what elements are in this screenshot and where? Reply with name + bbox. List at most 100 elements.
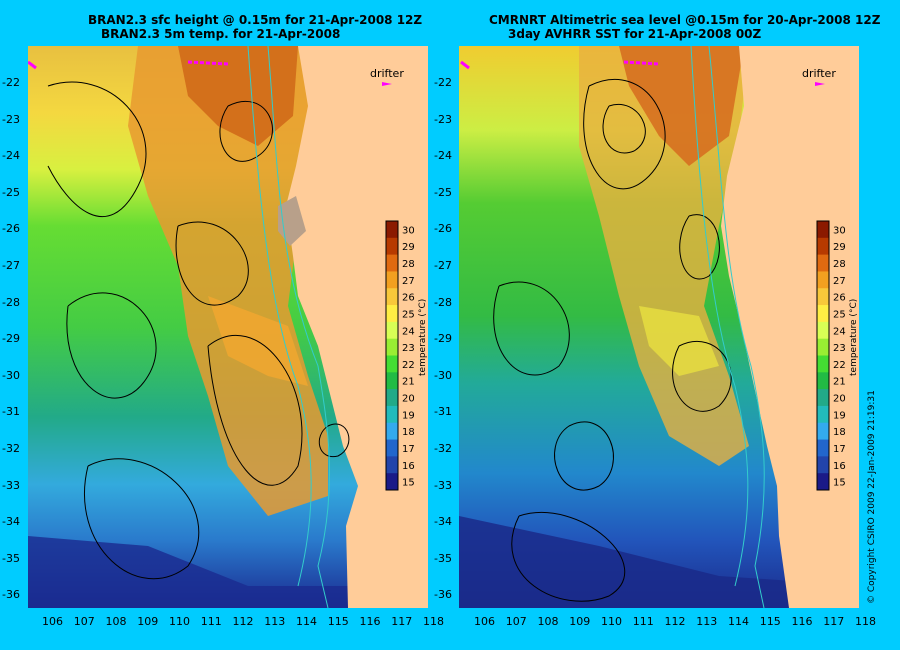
right-title-line1: CMRNRT Altimetric sea level @0.15m for 2… xyxy=(489,13,881,27)
colorbar-tick-label: 15 xyxy=(402,478,415,489)
colorbar-swatch xyxy=(817,389,829,407)
lon-tick-label: 110 xyxy=(169,615,190,628)
colorbar-swatch xyxy=(386,372,398,390)
colorbar-tick-label: 18 xyxy=(402,427,415,438)
colorbar-tick-label: 19 xyxy=(833,410,846,421)
colorbar-ticks: 30 29 28 27 26 25 24 23 22 21 20 19 18 17 16 15 xyxy=(402,225,415,488)
colorbar-swatch xyxy=(817,321,829,340)
lon-tick-label: 108 xyxy=(105,615,127,628)
colorbar-tick-label: 27 xyxy=(402,276,415,287)
colorbar-swatch xyxy=(386,271,398,289)
colorbar-swatch xyxy=(817,221,829,239)
colorbar xyxy=(385,220,399,491)
left-map-panel: drifter 30 29 28 27 26 25 24 23 22 21 20 19 18 17 16 15… xyxy=(28,46,428,608)
lat-tick-label: -28 xyxy=(434,295,452,309)
hot-region xyxy=(619,46,744,166)
colorbar-swatch xyxy=(817,372,829,390)
lat-tick-label: -30 xyxy=(434,368,452,382)
colorbar-swatch xyxy=(386,422,398,441)
colorbar-tick-label: 21 xyxy=(402,377,415,388)
bathymetry-lines xyxy=(690,46,765,608)
colorbar-tick-label: 23 xyxy=(402,343,415,354)
colorbar-tick-label: 30 xyxy=(402,225,415,236)
lon-tick-label: 117 xyxy=(823,615,845,628)
colorbar-tick-label: 22 xyxy=(402,360,415,371)
lon-tick-label: 115 xyxy=(327,615,349,628)
colorbar-swatch xyxy=(386,305,398,323)
drifter-track xyxy=(28,60,229,70)
drifter-track xyxy=(460,60,660,70)
colorbar-tick-label: 22 xyxy=(833,360,846,371)
colorbar-swatch xyxy=(817,355,829,373)
right-map-svg: drifter 30 29 28 27 26 25 24 23 22 21 20 19 18 17 16 15… xyxy=(459,46,859,608)
colorbar-tick-label: 15 xyxy=(833,478,846,489)
colorbar-tick-label: 28 xyxy=(402,259,415,270)
lat-tick-label: -29 xyxy=(434,332,452,346)
lon-tick-label: 118 xyxy=(855,615,876,628)
colorbar-tick-label: 25 xyxy=(402,309,415,320)
lon-tick-label: 109 xyxy=(569,615,591,628)
colorbar-swatch xyxy=(386,237,398,256)
lat-tick-label: -36 xyxy=(2,588,20,602)
lon-tick-label: 108 xyxy=(537,615,559,628)
colorbar-label: temperature (°C) xyxy=(418,299,428,376)
lat-tick-label: -33 xyxy=(2,478,20,492)
lat-tick-label: -35 xyxy=(2,551,20,565)
colorbar-tick-label: 30 xyxy=(833,225,846,236)
lat-tick-label: -26 xyxy=(2,222,20,236)
lon-tick-label: 114 xyxy=(296,615,317,628)
right-title-line2: 3day AVHRR SST for 21-Apr-2008 00Z xyxy=(508,27,762,41)
lon-tick-label: 106 xyxy=(474,615,495,628)
warm-eddy xyxy=(639,306,719,376)
lat-tick-label: -31 xyxy=(2,405,20,419)
ssh-contours xyxy=(493,79,732,602)
lat-tick-label: -26 xyxy=(434,222,452,236)
lon-tick-label: 112 xyxy=(232,615,254,628)
lon-tick-label: 107 xyxy=(73,615,95,628)
lat-tick-label: -25 xyxy=(434,185,452,199)
ssh-contours xyxy=(47,81,350,579)
lat-tick-label: -34 xyxy=(2,515,20,529)
lat-tick-label: -32 xyxy=(434,442,452,455)
lon-tick-label: 112 xyxy=(664,615,686,628)
right-map-panel: drifter 30 29 28 27 26 25 24 23 22 21 20 19 18 17 16 15… xyxy=(459,46,859,608)
colorbar-tick-label: 21 xyxy=(833,377,846,388)
lat-tick-label: -24 xyxy=(2,149,20,163)
lat-tick-label: -24 xyxy=(434,149,452,163)
colorbar-label: temperature (°C) xyxy=(849,299,859,376)
colorbar-swatch xyxy=(386,473,398,491)
left-map-svg: drifter 30 29 28 27 26 25 24 23 22 21 20 19 18 17 16 15… xyxy=(28,46,428,608)
colorbar-tick-label: 23 xyxy=(833,343,846,354)
colorbar-tick-label: 27 xyxy=(833,276,846,287)
colorbar-swatch xyxy=(817,456,829,474)
colorbar-swatch xyxy=(386,254,398,272)
colorbar-tick-label: 29 xyxy=(402,242,415,253)
colorbar-tick-label: 26 xyxy=(833,293,846,304)
colorbar-tick-label: 28 xyxy=(833,259,846,270)
colorbar-tick-label: 18 xyxy=(833,427,846,438)
drifter-label: drifter xyxy=(802,67,836,80)
colorbar-swatch xyxy=(386,456,398,474)
colorbar-tick-label: 24 xyxy=(833,326,846,337)
lat-tick-label: -34 xyxy=(434,515,452,529)
colorbar-swatch xyxy=(817,254,829,272)
drifter-marker-icon xyxy=(815,82,825,86)
colorbar-tick-label: 25 xyxy=(833,309,846,320)
lat-tick-label: -30 xyxy=(2,368,20,382)
lon-tick-label: 107 xyxy=(505,615,527,628)
lat-tick-label: -31 xyxy=(434,405,452,419)
colorbar-swatch xyxy=(386,288,398,306)
colorbar-swatch xyxy=(817,237,829,256)
colorbar-tick-label: 29 xyxy=(833,242,846,253)
colorbar-swatch xyxy=(817,422,829,441)
copyright-text: © Copyright CSIRO 2009 22-Jan-2009 21:19… xyxy=(867,390,877,604)
lat-tick-label: -36 xyxy=(434,588,452,602)
drifter-marker-icon xyxy=(382,82,392,86)
colorbar-swatch xyxy=(386,321,398,340)
colorbar-swatch xyxy=(817,305,829,323)
colorbar-tick-label: 17 xyxy=(833,444,846,455)
cold-region xyxy=(28,536,428,608)
colorbar-tick-label: 19 xyxy=(402,410,415,421)
colorbar-swatch xyxy=(386,405,398,424)
lat-tick-label: -27 xyxy=(2,259,20,272)
